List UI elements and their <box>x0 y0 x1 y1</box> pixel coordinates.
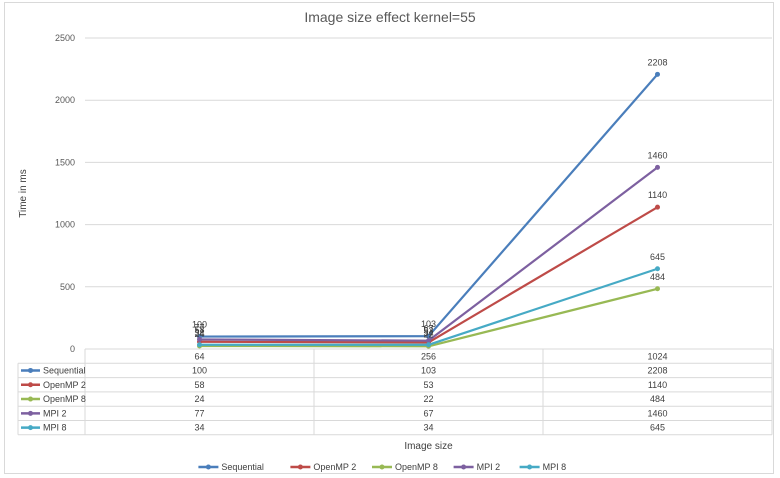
series-line <box>199 73 659 338</box>
table-cell: 77 <box>194 408 204 418</box>
table-cell: 24 <box>194 394 204 404</box>
table-cell: 53 <box>423 380 433 390</box>
table-series-name: OpenMP 2 <box>43 380 86 390</box>
table-cell: 103 <box>421 365 436 375</box>
y-tick-label: 1500 <box>55 157 75 167</box>
table-cell: 67 <box>423 408 433 418</box>
data-point <box>655 71 660 77</box>
legend-label: MPI 8 <box>543 462 567 472</box>
legend-marker <box>205 464 211 470</box>
series-line <box>199 166 659 342</box>
table-series-name: MPI 8 <box>43 423 67 433</box>
data-label: 34 <box>194 328 204 338</box>
data-label: 22 <box>423 329 433 339</box>
legend-marker <box>297 464 303 470</box>
x-tick-label: 64 <box>194 351 204 361</box>
y-axis-title: Time in ms <box>18 169 29 218</box>
data-label: 67 <box>423 324 433 334</box>
chart-frame <box>4 2 774 474</box>
table-series-name: OpenMP 8 <box>43 394 86 404</box>
legend-label: MPI 2 <box>477 462 501 472</box>
legend-label: Sequential <box>221 462 264 472</box>
y-tick-label: 2500 <box>55 33 75 43</box>
legend-marker <box>527 464 533 470</box>
data-point <box>655 286 660 292</box>
y-tick-label: 1000 <box>55 220 75 230</box>
data-label: 645 <box>650 252 665 262</box>
y-tick-label: 2000 <box>55 95 75 105</box>
data-label: 103 <box>421 319 436 329</box>
x-tick-label: 256 <box>421 351 436 361</box>
data-point <box>426 338 431 344</box>
data-point <box>655 164 660 170</box>
chart-title: Image size effect kernel=55 <box>304 9 476 25</box>
table-legend-marker <box>28 382 33 388</box>
legend-label: OpenMP 8 <box>395 462 438 472</box>
data-label: 77 <box>194 322 204 332</box>
data-label: 53 <box>423 325 433 335</box>
x-tick-label: 1024 <box>647 351 667 361</box>
table-series-name: Sequential <box>43 365 86 375</box>
table-legend-marker <box>28 425 33 431</box>
table-cell: 1460 <box>647 408 667 418</box>
table-cell: 34 <box>423 423 433 433</box>
data-point <box>197 342 202 348</box>
table-cell: 2208 <box>647 365 667 375</box>
data-label: 1140 <box>648 190 667 200</box>
data-label: 1460 <box>647 150 667 160</box>
data-label: 100 <box>192 320 207 330</box>
data-label: 484 <box>650 272 665 282</box>
table-cell: 1140 <box>648 380 667 390</box>
table-legend-marker <box>28 367 33 373</box>
data-label: 24 <box>194 329 204 339</box>
table-series-name: MPI 2 <box>43 408 67 418</box>
data-label: 2208 <box>647 57 667 67</box>
legend-label: OpenMP 2 <box>313 462 356 472</box>
table-cell: 34 <box>194 423 204 433</box>
data-point <box>655 204 660 210</box>
table-cell: 100 <box>192 365 207 375</box>
data-label: 34 <box>423 328 433 338</box>
y-tick-label: 500 <box>60 282 75 292</box>
data-label: 58 <box>194 325 204 335</box>
table-legend-marker <box>28 410 33 416</box>
x-axis-title: Image size <box>404 441 453 452</box>
data-point <box>197 336 202 342</box>
y-tick-label: 0 <box>70 344 75 354</box>
table-cell: 22 <box>423 394 433 404</box>
data-point <box>426 342 431 348</box>
table-cell: 645 <box>650 423 665 433</box>
data-point <box>655 266 660 272</box>
data-point <box>426 333 431 339</box>
legend-marker <box>461 464 467 470</box>
table-cell: 58 <box>194 380 204 390</box>
legend-marker <box>379 464 385 470</box>
table-cell: 484 <box>650 394 665 404</box>
table-legend-marker <box>28 396 33 402</box>
